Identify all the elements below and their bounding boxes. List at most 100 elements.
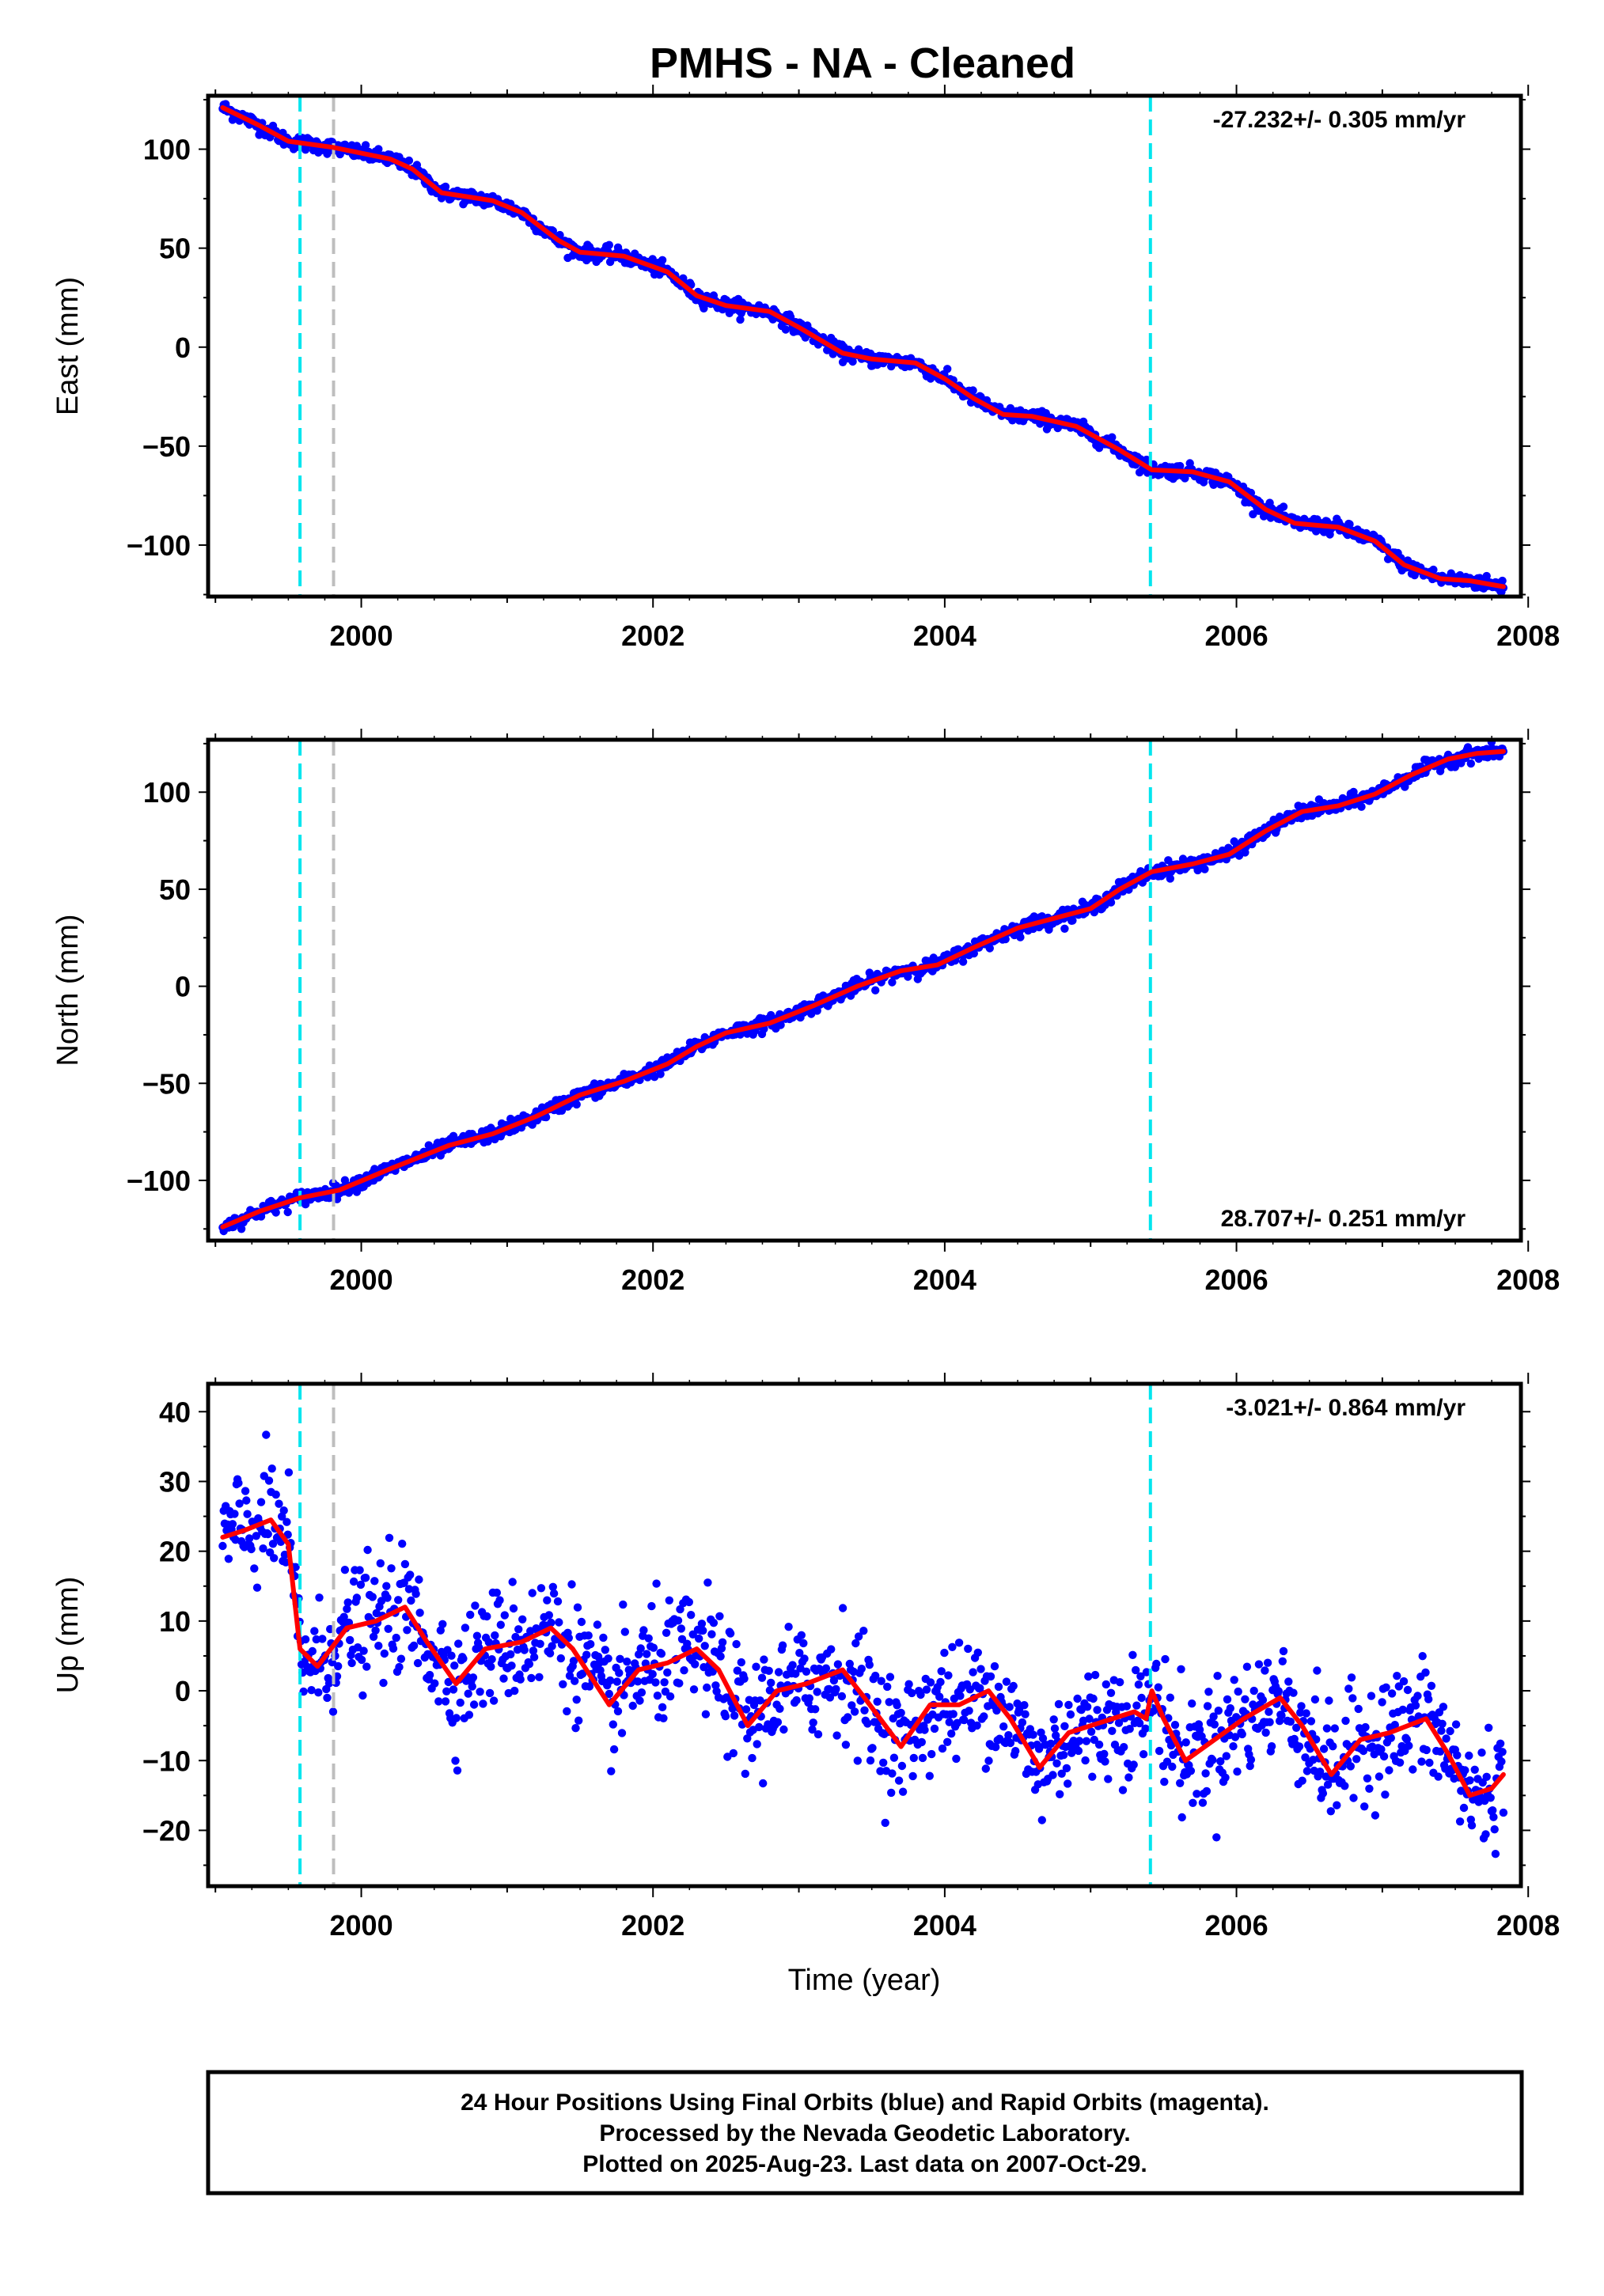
data-point <box>718 1638 727 1646</box>
data-point <box>262 1430 271 1439</box>
data-point <box>795 1649 804 1658</box>
data-point <box>245 1534 254 1543</box>
y-axis-label: North (mm) <box>51 914 85 1066</box>
data-point <box>441 1697 450 1706</box>
data-point <box>1346 1762 1356 1771</box>
data-point <box>1020 1701 1029 1710</box>
data-point <box>1399 1677 1409 1686</box>
data-point <box>897 1761 907 1771</box>
data-points <box>218 100 1508 597</box>
data-point <box>916 1690 925 1699</box>
data-point <box>380 1649 389 1658</box>
data-point <box>409 1641 419 1650</box>
data-point <box>697 1620 707 1628</box>
data-point <box>565 1671 574 1680</box>
data-point <box>357 1655 366 1665</box>
data-point <box>854 1632 863 1641</box>
data-point <box>1136 1672 1145 1680</box>
data-point <box>1466 1776 1474 1785</box>
data-point <box>838 1604 848 1612</box>
data-point <box>853 1756 863 1765</box>
data-point <box>1465 1751 1473 1760</box>
data-point <box>601 1646 609 1654</box>
data-point <box>740 1674 749 1683</box>
data-point <box>945 1718 954 1726</box>
data-point <box>1152 1659 1161 1669</box>
data-point <box>578 1669 587 1678</box>
y-tick-label: 50 <box>159 873 191 906</box>
data-point <box>687 1611 696 1620</box>
data-point <box>339 1612 348 1621</box>
data-point <box>1230 1676 1238 1684</box>
data-point <box>741 1769 749 1779</box>
data-point <box>543 1596 552 1605</box>
data-point <box>411 1589 420 1598</box>
data-point <box>464 1689 472 1698</box>
data-point <box>548 1582 557 1592</box>
data-point <box>413 1658 423 1668</box>
data-point <box>675 1679 684 1688</box>
data-point <box>310 1627 319 1635</box>
data-point <box>1074 1746 1083 1756</box>
data-point <box>897 1708 905 1718</box>
data-point <box>728 1704 737 1713</box>
data-point <box>708 1667 717 1676</box>
data-point <box>243 1510 252 1518</box>
data-point <box>1222 1752 1231 1760</box>
data-point <box>992 1706 1001 1715</box>
data-point <box>449 1685 458 1694</box>
data-points <box>218 1430 1508 1858</box>
data-point <box>407 1596 415 1605</box>
data-point <box>518 1615 527 1623</box>
data-point <box>599 1633 608 1642</box>
data-point <box>536 1639 544 1648</box>
data-point <box>1361 1722 1370 1732</box>
data-point <box>1455 1817 1465 1826</box>
data-point <box>1238 1730 1246 1739</box>
data-point <box>1233 1767 1242 1776</box>
data-point <box>1411 1701 1420 1710</box>
data-point <box>700 304 708 313</box>
data-point <box>665 1596 673 1605</box>
y-tick-label: 50 <box>159 233 191 265</box>
data-point <box>1101 1757 1109 1766</box>
data-point <box>1050 1724 1060 1733</box>
data-point <box>1056 1790 1064 1798</box>
data-point <box>545 1649 555 1658</box>
data-point <box>973 1648 983 1657</box>
data-point <box>1323 1780 1333 1789</box>
data-point <box>848 1701 856 1710</box>
data-point <box>736 315 745 324</box>
data-point <box>1488 1806 1497 1815</box>
data-point <box>1360 1802 1369 1811</box>
data-point <box>797 1631 806 1639</box>
data-point <box>781 325 791 334</box>
data-point <box>1485 1723 1493 1732</box>
data-point <box>572 1695 581 1704</box>
data-point <box>755 1722 764 1732</box>
data-point <box>871 1671 880 1680</box>
data-point <box>930 1724 939 1733</box>
data-point <box>1134 1680 1143 1689</box>
data-point <box>827 1645 836 1654</box>
data-point <box>760 1655 768 1664</box>
x-tick-label: 2002 <box>621 619 684 652</box>
data-point <box>279 1506 288 1515</box>
data-point <box>691 1660 700 1669</box>
data-point <box>1189 1798 1197 1807</box>
data-point <box>508 1578 517 1586</box>
data-point <box>1263 1658 1272 1667</box>
data-point <box>813 1006 821 1015</box>
data-point <box>582 1650 591 1659</box>
data-point <box>472 1631 482 1640</box>
data-point <box>556 1654 565 1663</box>
data-point <box>1345 520 1354 529</box>
data-point <box>1429 565 1438 574</box>
data-point <box>1188 1699 1196 1708</box>
data-point <box>733 1666 741 1675</box>
data-point <box>1274 1687 1284 1695</box>
data-point <box>371 1626 380 1635</box>
data-point <box>1210 1720 1219 1729</box>
data-point <box>1277 1711 1286 1720</box>
data-point <box>881 1818 889 1828</box>
